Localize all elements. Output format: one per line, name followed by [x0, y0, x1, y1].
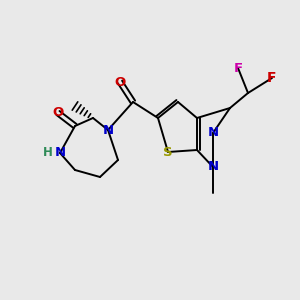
Text: N: N — [207, 160, 219, 173]
Text: O: O — [114, 76, 126, 88]
Text: N: N — [207, 127, 219, 140]
Text: H: H — [43, 146, 53, 160]
Text: S: S — [163, 146, 173, 158]
Text: F: F — [267, 71, 277, 85]
Text: O: O — [52, 106, 64, 119]
Text: N: N — [102, 124, 114, 136]
Text: F: F — [233, 61, 243, 74]
Text: N: N — [54, 146, 66, 160]
